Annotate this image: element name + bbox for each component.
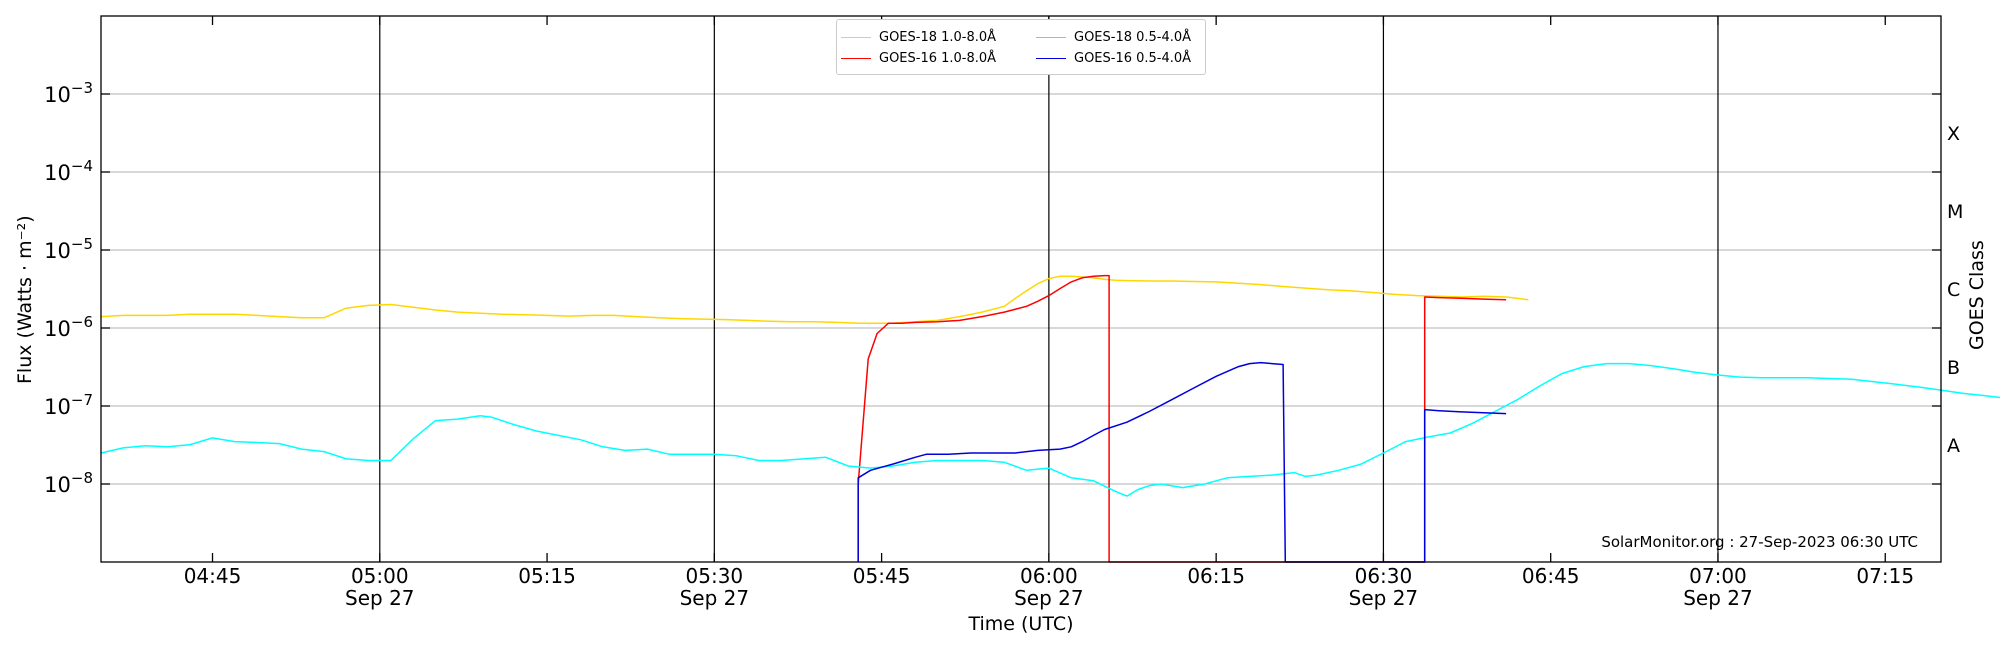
x-tick-label: 07:00: [1689, 564, 1747, 588]
legend-item-goes16-short: GOES-16 0.5-4.0Å: [1036, 49, 1191, 67]
goes-class-label: X: [1947, 123, 1960, 145]
x-tick-label: 06:30: [1355, 564, 1413, 588]
goes-class-label: A: [1947, 435, 1960, 457]
x-tick-label: 04:45: [184, 564, 242, 588]
legend-item-goes18-long: GOES-18 1.0-8.0Å: [841, 28, 996, 46]
x-tick-label: 05:30: [686, 564, 744, 588]
x-tick-date-label: Sep 27: [345, 586, 415, 610]
x-tick-label: 05:00: [351, 564, 409, 588]
x-tick-label: 07:15: [1856, 564, 1914, 588]
series-line-2: [100, 362, 2000, 497]
series-line-1: [857, 274, 1507, 563]
x-tick-date-label: Sep 27: [1683, 586, 1753, 610]
credit-annotation: SolarMonitor.org : 27-Sep-2023 06:30 UTC: [1601, 533, 1918, 551]
x-tick-label: 05:15: [518, 564, 576, 588]
x-tick-label: 06:15: [1187, 564, 1245, 588]
y-tick-label: 10−5: [44, 235, 93, 263]
legend-swatch-goes18-long: [841, 36, 871, 38]
x-tick-date-label: Sep 27: [1349, 586, 1419, 610]
x-tick-label: 05:45: [853, 564, 911, 588]
legend-label: GOES-16 1.0-8.0Å: [879, 50, 997, 66]
plot-frame: [100, 15, 1942, 563]
series-line-3: [857, 361, 1507, 563]
grid-layer: [101, 93, 1941, 485]
goes-class-label: C: [1947, 279, 1960, 301]
y-tick-label: 10−4: [44, 157, 93, 185]
vertical-date-lines: [379, 16, 1719, 562]
goes-class-label: M: [1947, 201, 1963, 223]
x-tick-label: 06:00: [1020, 564, 1078, 588]
y-tick-label: 10−3: [44, 79, 93, 107]
y-tick-label: 10−6: [44, 313, 93, 341]
legend-label: GOES-18 1.0-8.0Å: [879, 29, 997, 45]
legend-swatch-goes16-long: [841, 57, 871, 59]
series-line-0: [100, 275, 1529, 325]
legend-swatch-goes16-short: [1036, 57, 1066, 59]
goes-class-label: B: [1947, 357, 1960, 379]
legend-item-goes18-short: GOES-18 0.5-4.0Å: [1036, 28, 1191, 46]
legend: GOES-18 1.0-8.0Å GOES-16 1.0-8.0Å GOES-1…: [836, 19, 1206, 75]
legend-swatch-goes18-short: [1036, 36, 1066, 38]
x-tick-label: 06:45: [1522, 564, 1580, 588]
series-layer: [100, 274, 2000, 563]
legend-item-goes16-long: GOES-16 1.0-8.0Å: [841, 49, 996, 67]
x-tick-date-label: Sep 27: [680, 586, 750, 610]
legend-label: GOES-18 0.5-4.0Å: [1074, 29, 1192, 45]
y-axis-label: Flux (Watts · m⁻²): [14, 215, 36, 384]
right-y-axis-label: GOES Class: [1966, 240, 1988, 350]
y-tick-label: 10−7: [44, 391, 93, 419]
x-tick-date-label: Sep 27: [1014, 586, 1084, 610]
x-axis-label: Time (UTC): [968, 613, 1074, 635]
y-tick-label: 10−8: [44, 469, 93, 497]
legend-label: GOES-16 0.5-4.0Å: [1074, 50, 1192, 66]
